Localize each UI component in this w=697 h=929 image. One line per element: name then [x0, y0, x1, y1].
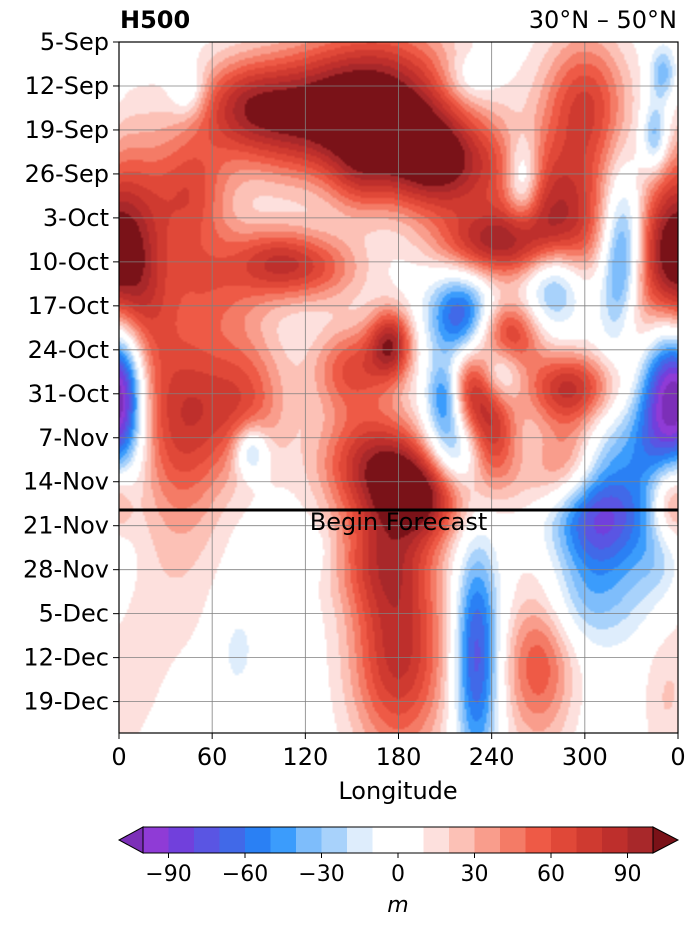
x-axis-label: Longitude	[338, 777, 457, 805]
y-tick-label: 26-Sep	[25, 160, 109, 188]
plot-area: Begin Forecast	[118, 41, 679, 734]
y-tick-label: 5-Sep	[40, 28, 109, 56]
colorbar-swatch	[474, 827, 501, 853]
y-axis: 5-Sep 12-Sep 19-Sep 26-Sep 3-Oct 10-Oct 17-Oct…	[23, 28, 119, 716]
colorbar-tick-label: −60	[222, 862, 268, 887]
grid-lines	[118, 41, 679, 733]
colorbar-tick-label: −90	[145, 862, 191, 887]
colorbar-swatch	[602, 827, 628, 853]
y-tick-label: 24-Oct	[28, 336, 109, 364]
y-tick-label: 5-Dec	[39, 600, 109, 628]
x-tick-label: 240	[469, 743, 515, 771]
colorbar-swatch	[270, 827, 297, 853]
x-tick-label: 120	[282, 743, 328, 771]
x-tick-label: 0	[670, 743, 685, 771]
colorbar-swatch	[525, 827, 552, 853]
colorbar-tick-label: 0	[391, 862, 405, 887]
y-tick-label: 17-Oct	[28, 292, 109, 320]
y-tick-label: 28-Nov	[23, 556, 109, 584]
y-tick-label: 31-Oct	[28, 380, 109, 408]
colorbar-swatch	[372, 827, 399, 853]
x-tick-label: 60	[197, 743, 228, 771]
y-tick-label: 19-Dec	[23, 688, 109, 716]
x-tick-label: 0	[111, 743, 126, 771]
colorbar-swatch	[219, 827, 246, 853]
colorbar-swatch	[168, 827, 195, 853]
colorbar-swatch	[321, 827, 348, 853]
chart-title: H500	[120, 6, 191, 34]
colorbar-tick-label: 30	[461, 862, 489, 887]
colorbar-swatch	[347, 827, 373, 853]
colorbar-swatch	[245, 827, 271, 853]
colorbar-swatch	[194, 827, 220, 853]
y-tick-label: 12-Sep	[25, 72, 109, 100]
colorbar-extend-low	[117, 826, 144, 854]
colorbar: −90 −60 −30 0 30 60 90	[117, 826, 680, 887]
colorbar-tick-label: 90	[614, 862, 642, 887]
colorbar-swatch	[398, 827, 424, 853]
colorbar-label: m	[387, 893, 408, 918]
y-tick-label: 7-Nov	[38, 424, 109, 452]
colorbar-swatch	[449, 827, 475, 853]
y-tick-label: 12-Dec	[23, 644, 109, 672]
y-tick-label: 10-Oct	[28, 248, 109, 276]
colorbar-swatch	[551, 827, 577, 853]
colorbar-swatch	[576, 827, 603, 853]
colorbar-swatch	[627, 827, 654, 853]
colorbar-tick-label: −30	[298, 862, 344, 887]
colorbar-swatch	[500, 827, 526, 853]
colorbar-extend-high	[652, 826, 680, 854]
y-tick-label: 3-Oct	[43, 204, 109, 232]
chart-subtitle: 30°N – 50°N	[528, 6, 677, 34]
colorbar-swatch	[423, 827, 450, 853]
y-tick-label: 19-Sep	[25, 116, 109, 144]
y-tick-label: 14-Nov	[23, 468, 109, 496]
x-tick-label: 180	[376, 743, 422, 771]
colorbar-swatch	[143, 827, 169, 853]
colorbar-tick-label: 60	[537, 862, 565, 887]
begin-forecast-label: Begin Forecast	[310, 508, 488, 536]
colorbar-swatch	[296, 827, 322, 853]
x-tick-label: 300	[562, 743, 608, 771]
y-tick-label: 21-Nov	[23, 512, 109, 540]
x-axis: 0 60 120 180 240 300 0	[111, 733, 686, 771]
